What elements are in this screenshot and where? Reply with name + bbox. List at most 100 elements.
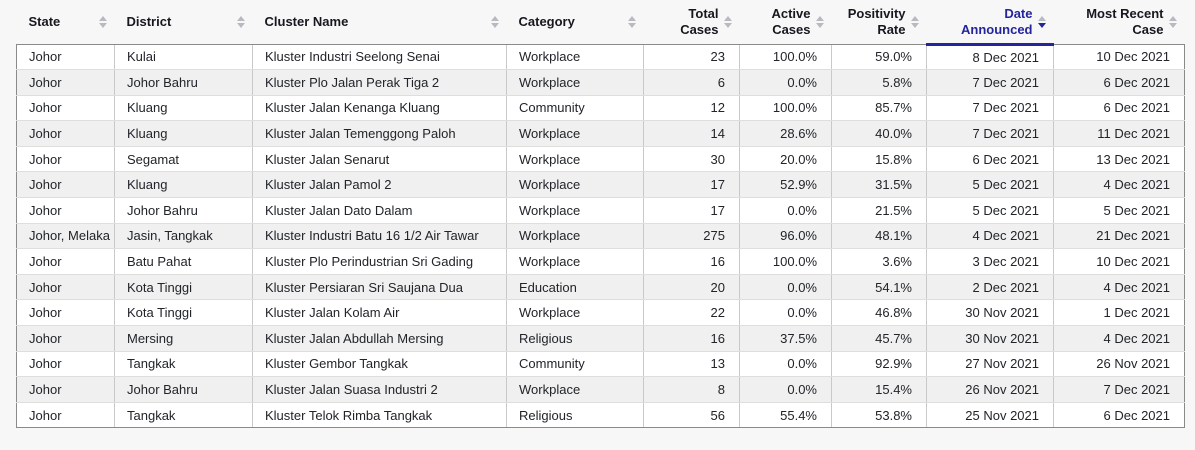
column-header-category[interactable]: Category xyxy=(506,3,644,45)
cell-date-announced: 2 Dec 2021 xyxy=(926,274,1054,301)
cell-total-cases: 23 xyxy=(643,44,740,71)
cell-positivity-rate: 15.8% xyxy=(831,146,927,173)
covid-clusters-page: State District Cluster Name Category Total C… xyxy=(16,3,1185,429)
cell-category: Religious xyxy=(506,402,644,429)
cell-category: Education xyxy=(506,274,644,301)
cell-cluster-name: Kluster Jalan Abdullah Mersing xyxy=(252,325,507,352)
cell-active-cases: 52.9% xyxy=(739,171,832,199)
cell-date-announced: 7 Dec 2021 xyxy=(926,69,1054,96)
cell-cluster-name: Kluster Jalan Suasa Industri 2 xyxy=(252,376,507,403)
cell-date-announced: 25 Nov 2021 xyxy=(926,402,1054,429)
column-header-label: Cluster Name xyxy=(264,14,349,30)
cell-cluster-name: Kluster Jalan Kenanga Kluang xyxy=(252,95,507,122)
cell-state: Johor xyxy=(16,248,115,275)
sort-down-arrow-icon xyxy=(98,23,107,29)
column-header-label: District xyxy=(126,14,172,30)
cell-category: Workplace xyxy=(506,171,644,199)
cell-state: Johor xyxy=(16,376,115,403)
cell-district: Jasin, Tangkak xyxy=(114,223,253,250)
cell-date-announced: 6 Dec 2021 xyxy=(926,146,1054,173)
column-header-inner: Total Cases xyxy=(656,6,732,39)
column-header-label: Total Cases xyxy=(680,6,719,38)
cell-state: Johor xyxy=(16,146,115,173)
column-header-inner: District xyxy=(127,14,245,30)
cell-positivity-rate: 85.7% xyxy=(831,95,927,122)
cell-cluster-name: Kluster Plo Jalan Perak Tiga 2 xyxy=(252,69,507,96)
cell-cluster-name: Kluster Persiaran Sri Saujana Dua xyxy=(252,274,507,301)
table-row: Johor Kluang Kluster Jalan Pamol 2 Workplac… xyxy=(16,171,1185,199)
cell-total-cases: 30 xyxy=(643,146,740,173)
cell-active-cases: 37.5% xyxy=(739,325,832,352)
cell-most-recent-case: 26 Nov 2021 xyxy=(1053,351,1185,378)
column-header-positivity-rate[interactable]: Positivity Rate xyxy=(831,3,927,45)
cell-date-announced: 26 Nov 2021 xyxy=(926,376,1054,403)
cell-total-cases: 22 xyxy=(643,299,740,327)
column-header-total-cases[interactable]: Total Cases xyxy=(643,3,740,45)
cell-positivity-rate: 45.7% xyxy=(831,325,927,352)
cell-state: Johor xyxy=(16,197,115,224)
cell-state: Johor, Melaka xyxy=(16,223,115,250)
cell-district: Tangkak xyxy=(114,351,253,378)
cell-date-announced: 30 Nov 2021 xyxy=(926,299,1054,327)
cell-positivity-rate: 48.1% xyxy=(831,223,927,250)
cell-total-cases: 275 xyxy=(643,223,740,250)
table-row: Johor Kota Tinggi Kluster Jalan Kolam Air W… xyxy=(16,299,1185,327)
cell-category: Workplace xyxy=(506,146,644,173)
cell-total-cases: 16 xyxy=(643,248,740,275)
table-row: Johor Kulai Kluster Industri Seelong Senai… xyxy=(16,44,1185,71)
table-row: Johor Kluang Kluster Jalan Kenanga Kluang C… xyxy=(16,95,1185,122)
sort-icon xyxy=(910,16,919,29)
cell-category: Workplace xyxy=(506,197,644,224)
cell-state: Johor xyxy=(16,171,115,199)
table-row: Johor, Melaka Jasin, Tangkak Kluster Indus… xyxy=(16,223,1185,250)
cell-district: Kluang xyxy=(114,120,253,147)
cell-total-cases: 6 xyxy=(643,69,740,96)
cell-total-cases: 17 xyxy=(643,171,740,199)
cell-date-announced: 5 Dec 2021 xyxy=(926,171,1054,199)
column-header-most-recent-case[interactable]: Most Recent Case xyxy=(1053,3,1185,45)
cell-cluster-name: Kluster Gembor Tangkak xyxy=(252,351,507,378)
sort-icon xyxy=(1168,16,1177,29)
cell-district: Johor Bahru xyxy=(114,69,253,96)
sort-up-arrow-icon xyxy=(490,16,499,22)
column-header-active-cases[interactable]: Active Cases xyxy=(739,3,832,45)
cell-positivity-rate: 31.5% xyxy=(831,171,927,199)
cell-category: Workplace xyxy=(506,299,644,327)
cell-active-cases: 0.0% xyxy=(739,299,832,327)
table-row: Johor Tangkak Kluster Gembor Tangkak Commun… xyxy=(16,351,1185,378)
cell-most-recent-case: 13 Dec 2021 xyxy=(1053,146,1185,173)
cell-cluster-name: Kluster Industri Seelong Senai xyxy=(252,44,507,71)
cell-active-cases: 0.0% xyxy=(739,351,832,378)
cell-date-announced: 4 Dec 2021 xyxy=(926,223,1054,250)
cell-active-cases: 55.4% xyxy=(739,402,832,429)
cell-category: Workplace xyxy=(506,69,644,96)
cell-cluster-name: Kluster Plo Perindustrian Sri Gading xyxy=(252,248,507,275)
cell-date-announced: 7 Dec 2021 xyxy=(926,95,1054,122)
table-row: Johor Kluang Kluster Jalan Temenggong Palo… xyxy=(16,120,1185,147)
cell-active-cases: 0.0% xyxy=(739,69,832,96)
cell-most-recent-case: 1 Dec 2021 xyxy=(1053,299,1185,327)
sort-desc-icon xyxy=(1037,15,1046,28)
cell-total-cases: 12 xyxy=(643,95,740,122)
cell-most-recent-case: 6 Dec 2021 xyxy=(1053,95,1185,122)
column-header-state[interactable]: State xyxy=(16,3,115,45)
cell-date-announced: 27 Nov 2021 xyxy=(926,351,1054,378)
cell-district: Segamat xyxy=(114,146,253,173)
sort-icon xyxy=(490,16,499,29)
sort-down-arrow-icon xyxy=(723,23,732,29)
sort-up-arrow-icon xyxy=(627,16,636,22)
cell-most-recent-case: 21 Dec 2021 xyxy=(1053,223,1185,250)
cell-total-cases: 20 xyxy=(643,274,740,301)
cell-most-recent-case: 10 Dec 2021 xyxy=(1053,44,1185,71)
table-row: Johor Johor Bahru Kluster Jalan Dato Dalam… xyxy=(16,197,1185,224)
sort-down-arrow-icon xyxy=(815,23,824,29)
cell-state: Johor xyxy=(16,95,115,122)
cell-category: Workplace xyxy=(506,376,644,403)
column-header-cluster-name[interactable]: Cluster Name xyxy=(252,3,507,45)
cell-active-cases: 100.0% xyxy=(739,95,832,122)
column-header-inner: State xyxy=(29,14,107,30)
column-header-district[interactable]: District xyxy=(114,3,253,45)
cell-district: Batu Pahat xyxy=(114,248,253,275)
cell-active-cases: 100.0% xyxy=(739,248,832,275)
column-header-date-announced[interactable]: Date Announced xyxy=(926,3,1054,46)
